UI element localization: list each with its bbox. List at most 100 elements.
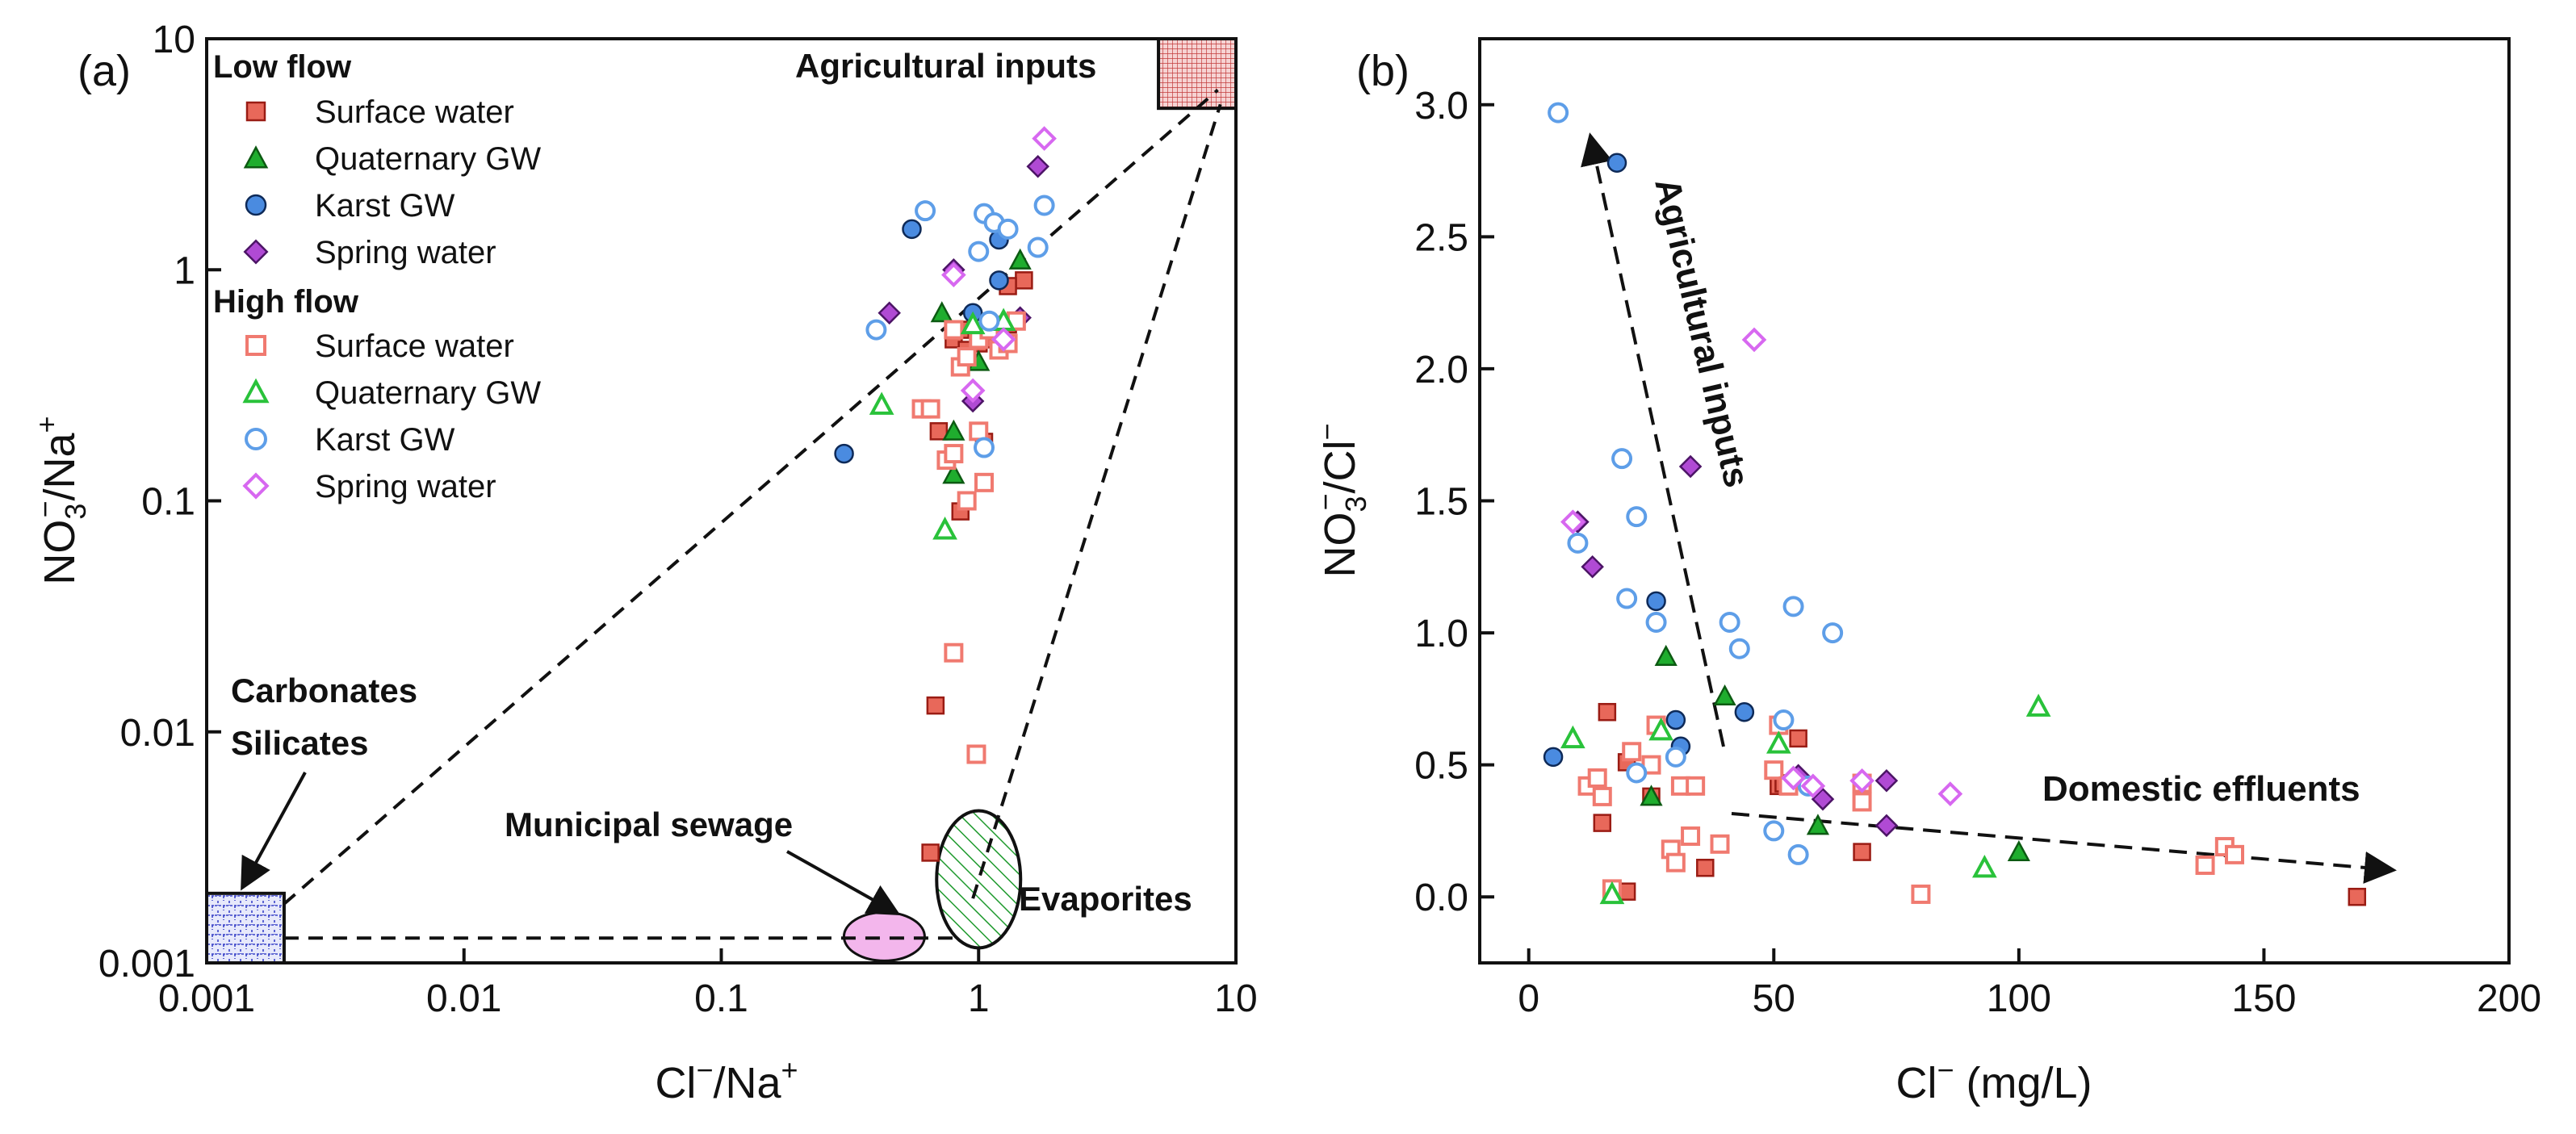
point-high-spring-water <box>1741 327 1767 353</box>
point-high-surface-water <box>1710 834 1730 854</box>
legend-low-quaternary-gw: Quaternary GW <box>315 141 541 177</box>
point-high-karst-gw <box>1728 638 1750 659</box>
point-high-surface-water <box>944 320 964 340</box>
point-high-surface-water <box>1622 742 1642 762</box>
point-low-quaternary-gw <box>2007 839 2030 862</box>
point-high-karst-gw <box>1773 709 1795 731</box>
point-low-surface-water <box>1696 858 1715 877</box>
mixing-line-carbonate-agri <box>283 88 1219 906</box>
point-high-surface-water <box>1587 768 1607 788</box>
domestic-effluents-annotation: Domestic effluents <box>2042 769 2360 809</box>
point-high-karst-gw <box>1611 448 1633 470</box>
point-high-spring-water <box>1800 773 1826 799</box>
legend-low-surface-water: Surface water <box>315 94 514 130</box>
y-tick-label-a: 0.001 <box>98 943 195 985</box>
point-high-quaternary-gw <box>1766 730 1791 754</box>
point-high-quaternary-gw <box>932 517 957 540</box>
point-high-quaternary-gw <box>1599 881 1625 905</box>
point-low-surface-water <box>1789 729 1807 748</box>
point-high-surface-water <box>1686 776 1706 796</box>
x-tick-label-a: 1 <box>968 977 990 1020</box>
legend-high-surface-water: Surface water <box>315 328 514 364</box>
legend-high-flow-title: High flow <box>213 284 359 320</box>
point-high-surface-water <box>1764 760 1784 780</box>
point-low-karst-gw <box>1543 747 1564 768</box>
panel-a: 0.001 0.01 0.1 1 10 0.001 0.01 0.1 1 10 (a) Cl−/N… <box>28 19 1258 1107</box>
point-high-surface-water <box>920 399 940 419</box>
point-high-karst-gw <box>1027 236 1049 258</box>
point-low-surface-water <box>1853 843 1871 861</box>
x-tick-label-b: 0 <box>1518 977 1539 1020</box>
point-low-quaternary-gw <box>1640 785 1663 806</box>
point-low-spring-water <box>878 301 901 325</box>
point-low-karst-gw <box>1665 709 1686 730</box>
point-low-spring-water <box>1811 787 1835 811</box>
point-high-karst-gw <box>1763 820 1785 842</box>
point-low-surface-water <box>921 843 940 862</box>
point-low-quaternary-gw <box>1806 814 1830 835</box>
point-high-surface-water <box>974 472 995 492</box>
x-tick-label-b: 100 <box>1987 977 2051 1020</box>
municipal-sewage-label: Municipal sewage <box>505 806 793 843</box>
point-low-surface-water <box>929 422 949 441</box>
agricultural-inputs-box <box>1157 37 1238 111</box>
y-axis-label-b: NO3−/Cl− <box>1309 423 1372 577</box>
point-high-surface-water <box>1592 786 1612 806</box>
point-low-quaternary-gw <box>1654 644 1678 666</box>
point-high-karst-gw <box>1616 588 1638 609</box>
y-tick-label-b: 0.5 <box>1414 745 1468 788</box>
y-tick-label-b: 2.5 <box>1414 216 1468 259</box>
y-tick-label-b: 1.5 <box>1414 481 1468 524</box>
mixing-line-evap-agri <box>971 103 1222 899</box>
y-tick-label-b: 3.0 <box>1414 85 1468 128</box>
carbonates-label: Carbonates <box>231 672 417 709</box>
legend-low-flow-title: Low flow <box>213 49 352 85</box>
point-low-quaternary-gw <box>942 419 965 441</box>
point-high-karst-gw <box>978 310 1000 332</box>
point-high-surface-water <box>944 444 964 464</box>
point-low-spring-water <box>1026 154 1049 178</box>
point-low-karst-gw <box>834 443 854 464</box>
point-high-spring-water <box>941 262 966 287</box>
point-high-surface-water <box>1911 884 1931 904</box>
y-tick-label-a: 1 <box>174 249 195 292</box>
point-high-quaternary-gw <box>869 391 894 415</box>
plot-frame-b <box>1478 37 2511 965</box>
point-high-quaternary-gw <box>960 311 986 335</box>
point-low-spring-water <box>1874 814 1899 838</box>
legend-high-quaternary-gw: Quaternary GW <box>315 375 541 411</box>
points-a <box>834 126 1057 862</box>
legend-a: Low flow High flow Surface water Quatern… <box>213 49 541 504</box>
legend-low-spring-water: Spring water <box>315 235 496 270</box>
point-low-spring-water <box>1678 454 1703 479</box>
point-high-karst-gw <box>1626 762 1648 784</box>
point-high-karst-gw <box>997 218 1019 240</box>
point-high-spring-water <box>1849 768 1874 793</box>
point-high-karst-gw <box>1782 596 1804 617</box>
agricultural-inputs-label: Agricultural inputs <box>795 47 1096 85</box>
point-low-quaternary-gw <box>1008 248 1032 270</box>
point-low-karst-gw <box>1646 591 1666 612</box>
point-high-karst-gw <box>1567 532 1589 554</box>
point-low-spring-water <box>1874 769 1899 793</box>
point-high-karst-gw <box>1033 195 1055 216</box>
legend-high-spring-water: Spring water <box>315 469 496 504</box>
point-high-surface-water <box>957 491 977 511</box>
point-high-surface-water <box>1665 852 1686 872</box>
x-tick-label-b: 200 <box>2477 977 2541 1020</box>
point-high-quaternary-gw <box>1648 717 1673 741</box>
legend-marker-low-spring-water <box>243 239 269 265</box>
evaporites-label: Evaporites <box>1019 880 1192 918</box>
x-tick-label-a: 0.001 <box>158 977 255 1020</box>
point-low-karst-gw <box>989 270 1009 291</box>
point-low-quaternary-gw <box>1713 684 1736 706</box>
point-high-karst-gw <box>1626 506 1648 528</box>
point-low-spring-water <box>1581 555 1604 579</box>
silicates-label: Silicates <box>231 724 368 762</box>
legend-low-karst-gw: Karst GW <box>315 188 455 224</box>
points-b <box>1543 102 2367 906</box>
legend-marker-low-karst-gw <box>245 194 267 216</box>
y-tick-label-b: 1.0 <box>1414 613 1468 655</box>
sewage-arrow <box>786 850 901 915</box>
